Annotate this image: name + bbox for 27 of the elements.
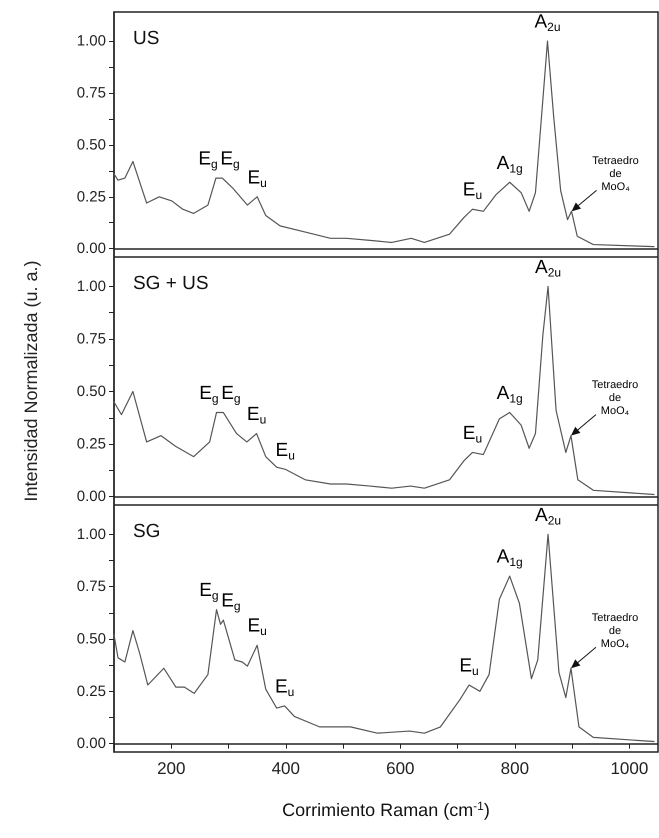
annotation: Tetraedro de MoO₄ [592, 612, 638, 650]
text: US [133, 28, 160, 49]
y-tick-label: 0.25 [76, 436, 106, 453]
y-tick-label: 1.00 [76, 526, 106, 543]
y-tick-label: 0.75 [76, 330, 106, 348]
y-tick-label: 0.00 [76, 735, 106, 752]
x-tick-label: 800 [500, 759, 530, 778]
x-tick-label: 1000 [610, 759, 648, 778]
y-tick-label: 0.25 [76, 188, 106, 206]
text: SG + US [133, 273, 208, 294]
y-tick-label: 0.00 [76, 488, 106, 506]
x-tick-label: 200 [157, 759, 186, 778]
y-tick-label: 0.50 [76, 136, 106, 154]
y-tick-label: 0.50 [76, 630, 106, 648]
x-tick-label: 600 [386, 759, 415, 778]
text: SG [133, 521, 160, 542]
y-tick-label: 0.25 [76, 682, 106, 700]
y-tick-label: 0.00 [76, 240, 106, 258]
y-tick-label: 0.75 [76, 578, 106, 596]
annotation: Tetraedro de MoO₄ [592, 154, 639, 193]
x-tick-label: 400 [272, 759, 300, 778]
annotation: Tetraedro de MoO₄ [592, 379, 638, 418]
y-axis-title: Intensidad Normalizada (u. a.) [21, 260, 41, 502]
y-tick-label: 0.50 [76, 383, 106, 400]
y-tick-label: 1.00 [76, 32, 106, 50]
y-tick-label: 0.75 [76, 84, 106, 102]
y-tick-label: 1.00 [76, 278, 106, 295]
